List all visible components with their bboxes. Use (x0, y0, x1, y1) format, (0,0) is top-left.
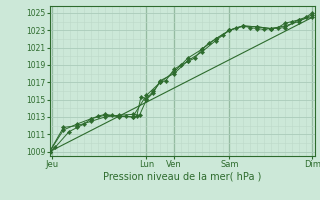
X-axis label: Pression niveau de la mer( hPa ): Pression niveau de la mer( hPa ) (103, 172, 261, 182)
